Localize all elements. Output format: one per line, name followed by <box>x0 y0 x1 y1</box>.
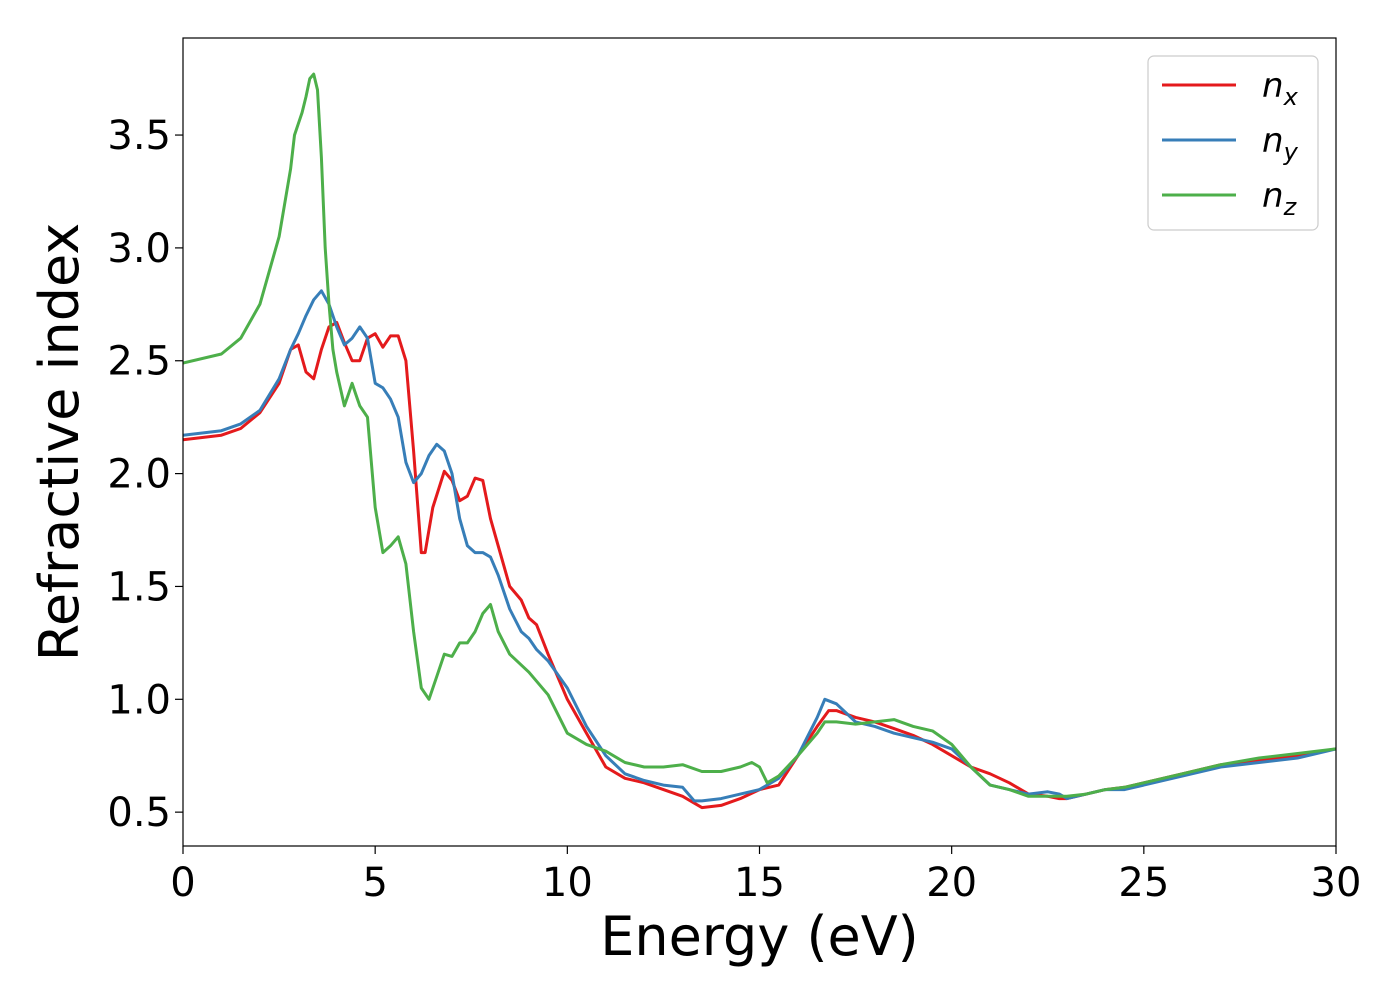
y-tick-label: 2.5 <box>107 339 171 385</box>
legend-subscript: x <box>1283 83 1299 111</box>
x-axis-ticks: 0 5 10 15 20 25 30 <box>170 846 1361 906</box>
legend-subscript: y <box>1283 138 1299 166</box>
y-tick-label: 3.0 <box>107 226 171 272</box>
x-tick-label: 15 <box>734 860 785 906</box>
y-tick-label: 1.5 <box>107 564 171 610</box>
series-line-ny <box>183 289 1336 803</box>
legend-subscript: z <box>1283 193 1298 221</box>
y-tick-label: 1.0 <box>107 677 171 723</box>
plot-lines <box>183 72 1336 810</box>
y-tick-label: 2.0 <box>107 452 171 498</box>
legend-label-nz: nz <box>1262 176 1298 221</box>
y-tick-label: 3.5 <box>107 113 171 159</box>
x-tick-label: 25 <box>1118 860 1169 906</box>
x-tick-label: 10 <box>542 860 593 906</box>
y-tick-label: 0.5 <box>107 790 171 836</box>
x-tick-label: 20 <box>926 860 977 906</box>
y-axis-label: Refractive index <box>28 223 91 662</box>
y-axis-ticks: 0.5 1.0 1.5 2.0 2.5 3.0 3.5 <box>107 113 183 836</box>
series-line-nz <box>183 72 1336 798</box>
x-tick-label: 30 <box>1311 860 1362 906</box>
x-tick-label: 5 <box>362 860 387 906</box>
x-tick-label: 0 <box>170 860 195 906</box>
legend-box <box>1147 55 1319 231</box>
plot-frame <box>182 37 1337 847</box>
x-axis-label: Energy (eV) <box>600 905 919 968</box>
